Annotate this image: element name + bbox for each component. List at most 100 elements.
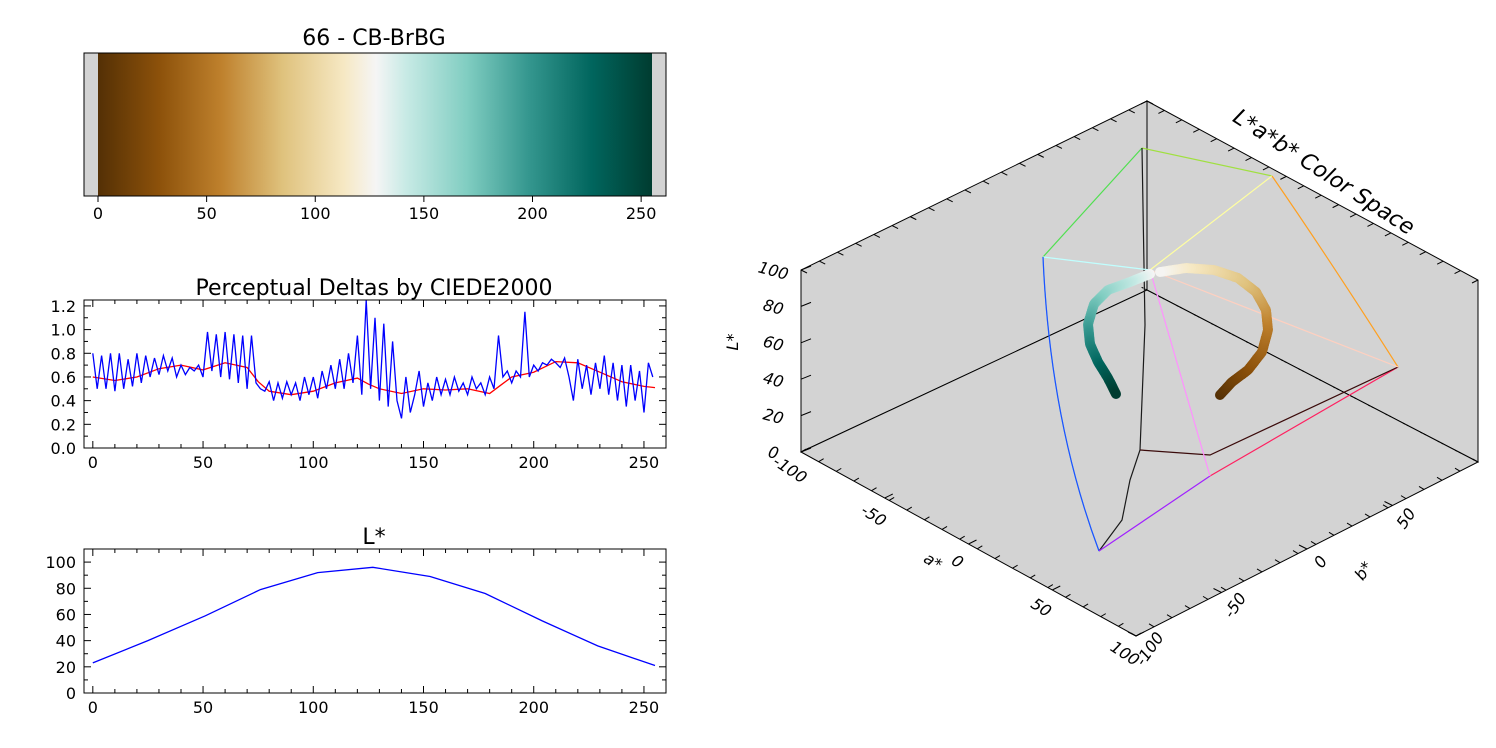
lab-zlabel: L* bbox=[723, 334, 742, 351]
x-tick-label: 250 bbox=[629, 698, 660, 717]
lab-floor-grid-tick bbox=[1436, 440, 1444, 445]
lab-wall-minor-tick bbox=[1245, 157, 1252, 161]
lab-wall-minor-tick bbox=[928, 207, 935, 212]
lab-a-minor-tick bbox=[1135, 632, 1142, 637]
lab-wall-minor-tick bbox=[1297, 185, 1305, 190]
lab-b-minor-tick bbox=[1184, 605, 1191, 609]
lab-wall-minor-tick bbox=[1332, 204, 1339, 209]
deltas-series bbox=[92, 299, 656, 419]
lab-wall-minor-tick bbox=[1471, 279, 1479, 284]
lab-L-tick-label: 20 bbox=[761, 404, 786, 428]
lab-a-minor-tick bbox=[1082, 603, 1089, 608]
y-tick-label: 0 bbox=[66, 684, 76, 703]
lab-floor-grid-tick bbox=[1419, 431, 1426, 436]
lab-a-minor-tick bbox=[906, 506, 913, 511]
lab-wall-minor-tick bbox=[1055, 145, 1063, 149]
lab-b-minor-tick bbox=[1220, 586, 1227, 591]
lab-b-minor-tick bbox=[1400, 495, 1407, 500]
lab-colormap-trajectory bbox=[1083, 263, 1273, 400]
lab-floor-grid-tick bbox=[1227, 331, 1235, 336]
lab-a-minor-tick bbox=[1047, 584, 1054, 589]
lab-wall-minor-tick bbox=[1349, 213, 1357, 218]
colorbar-under-range bbox=[84, 53, 98, 196]
lab-b-minor-tick bbox=[1166, 614, 1173, 619]
lab-a-minor-tick bbox=[871, 487, 877, 492]
colorbar-over-range bbox=[652, 53, 666, 196]
lab-L-tick bbox=[800, 265, 812, 271]
y-tick-label: 0.6 bbox=[51, 368, 76, 387]
lab-wall-minor-tick bbox=[1037, 153, 1044, 158]
lab-gamut-wireframe bbox=[1042, 147, 1399, 552]
lab-3d-panel: L*a*b* Color Space L* a* b* 020406080100… bbox=[723, 100, 1480, 670]
lab-traj-point bbox=[1111, 389, 1121, 399]
x-tick-label: 150 bbox=[408, 698, 439, 717]
lab-wall-minor-tick bbox=[1262, 166, 1270, 171]
lab-floor-grid-tick bbox=[1384, 413, 1392, 418]
y-tick-label: 0.4 bbox=[51, 392, 76, 411]
lab-L-tick bbox=[800, 411, 812, 417]
lstar-title: L* bbox=[362, 525, 385, 550]
lab-a-minor-tick bbox=[1100, 613, 1106, 618]
lab-b-minor-tick bbox=[1310, 540, 1317, 545]
lab-wall-minor-tick bbox=[1140, 100, 1148, 105]
lab-L-tick-label: 0 bbox=[766, 442, 781, 463]
deltas-series-delta bbox=[92, 299, 654, 419]
lab-wall-minor-tick bbox=[1384, 232, 1392, 237]
y-tick-label: 0.0 bbox=[51, 439, 76, 458]
colorbar-tick-label: 250 bbox=[626, 204, 657, 223]
y-tick-label: 0.2 bbox=[51, 415, 76, 434]
lab-b-minor-tick bbox=[1292, 550, 1299, 555]
lab-wall-minor-tick bbox=[1436, 260, 1444, 265]
colorbar-title: 66 - CB-BrBG bbox=[302, 26, 445, 51]
lab-a-tick bbox=[884, 493, 893, 499]
x-tick-label: 150 bbox=[408, 453, 439, 472]
lab-a-minor-tick bbox=[853, 477, 860, 482]
lab-b-minor-tick bbox=[1202, 595, 1209, 600]
lab-floor-grid-tick bbox=[1402, 422, 1409, 427]
y-tick-label: 40 bbox=[56, 632, 76, 651]
y-tick-label: 1.2 bbox=[51, 297, 76, 316]
lab-b-minor-tick bbox=[1436, 476, 1443, 481]
y-tick-label: 20 bbox=[56, 658, 76, 677]
lab-a-minor-tick bbox=[924, 516, 930, 521]
lab-a-tick-label: 50 bbox=[1028, 594, 1055, 621]
lab-wall-minor-tick bbox=[1092, 127, 1099, 132]
lab-b-minor-tick bbox=[1418, 486, 1425, 490]
lab-wall-minor-tick bbox=[855, 242, 862, 247]
lab-traj-point bbox=[1155, 267, 1165, 277]
lab-L-tick-label: 80 bbox=[761, 295, 786, 319]
lab-floor-grid-tick bbox=[1332, 386, 1339, 391]
colorbar-tick-label: 0 bbox=[93, 204, 103, 223]
y-tick-label: 1.0 bbox=[51, 321, 76, 340]
lab-b-minor-tick bbox=[1238, 577, 1245, 582]
lab-wall-minor-tick bbox=[1146, 100, 1154, 105]
colorbar-x-axis: 0 50 100 150 200 250 bbox=[93, 196, 657, 223]
x-tick-label: 100 bbox=[298, 698, 329, 717]
lab-b-minor-tick bbox=[1454, 467, 1461, 472]
lab-wall-minor-tick bbox=[1128, 109, 1136, 114]
lab-wall-minor-tick bbox=[1158, 109, 1165, 114]
lab-a-minor-tick bbox=[818, 458, 824, 463]
lab-a-minor-tick bbox=[888, 496, 895, 501]
lab-b-minor-tick bbox=[1256, 568, 1263, 573]
lab-wall-minor-tick bbox=[837, 251, 844, 256]
lab-wall-minor-tick bbox=[1193, 128, 1200, 133]
x-tick-label: 0 bbox=[88, 453, 98, 472]
lab-floor-grid-tick bbox=[1314, 377, 1322, 381]
lab-wall-minor-tick bbox=[1210, 138, 1217, 143]
lab-wall-minor-tick bbox=[1454, 270, 1461, 275]
lab-wall-minor-tick bbox=[1367, 223, 1374, 227]
lab-a-minor-tick bbox=[941, 526, 948, 530]
lab-floor-grid-tick bbox=[1245, 340, 1252, 345]
lab-L-tick bbox=[800, 338, 812, 344]
lab-a-tick-label: 0 bbox=[948, 551, 967, 572]
lab-floor-grid-tick bbox=[1367, 404, 1374, 409]
lab-wall-minor-tick bbox=[873, 233, 881, 238]
lstar-axes: 0 50 100 150 200 250 0 20 40 60 80 100 bbox=[45, 548, 667, 717]
colorbar-gradient bbox=[98, 53, 652, 196]
lab-floor-grid-tick bbox=[1140, 286, 1148, 291]
lab-b-tick bbox=[1298, 544, 1308, 550]
lab-floor-grid-tick bbox=[1454, 449, 1461, 454]
lab-floor-grid-tick bbox=[1193, 313, 1200, 318]
